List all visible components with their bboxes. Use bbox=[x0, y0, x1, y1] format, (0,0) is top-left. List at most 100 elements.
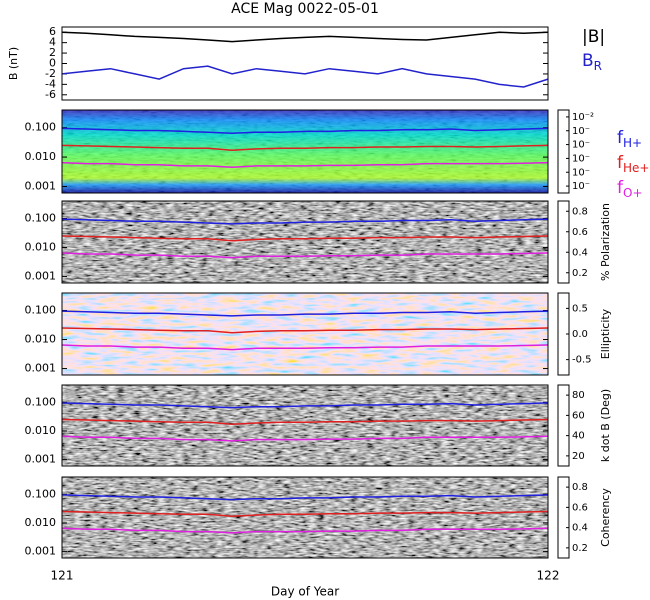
series-line bbox=[61, 344, 549, 351]
legend-subscript: O+ bbox=[623, 186, 643, 200]
y-tick-label: 0.001 bbox=[25, 179, 57, 192]
colorbar-label-group: k dot B (Deg) bbox=[599, 389, 612, 462]
series-line bbox=[61, 310, 549, 317]
y-tick-label: 0.100 bbox=[25, 395, 57, 408]
legend-name: f bbox=[617, 178, 624, 198]
y-tick-label: 0.010 bbox=[25, 150, 57, 163]
series-line bbox=[61, 402, 549, 409]
legend-name: f bbox=[617, 153, 624, 173]
colorbar-tick-label: 10⁻ bbox=[572, 167, 590, 178]
y-tick-label: 0.010 bbox=[25, 424, 57, 437]
y-tick-label: 0.100 bbox=[25, 303, 57, 316]
series-line bbox=[61, 527, 549, 534]
series-line bbox=[61, 31, 549, 43]
spectrogram-texture bbox=[62, 110, 548, 193]
plot-frame bbox=[61, 200, 549, 284]
y-tick-label: 0.001 bbox=[25, 453, 57, 466]
colorbar-tick-label: 0.6 bbox=[572, 502, 588, 513]
colorbar-label-group: Coherency bbox=[599, 488, 612, 547]
colorbar-tick-label: 0.8 bbox=[572, 482, 588, 493]
colorbar-tick-label: 80 bbox=[572, 390, 585, 401]
colorbar-tick-label: -0.5 bbox=[572, 355, 592, 366]
plot-frame bbox=[61, 292, 549, 376]
legend-entry: BR bbox=[582, 51, 602, 73]
y-tick-label: 0.100 bbox=[25, 121, 57, 134]
series-line bbox=[61, 161, 549, 169]
y-tick-label: 0 bbox=[49, 57, 56, 70]
colorbar-tick-label: 10⁻ bbox=[572, 181, 590, 192]
y-axis-label-group: B (nT) bbox=[7, 47, 20, 80]
colorbar-tick-label: 60 bbox=[572, 410, 585, 421]
colorbar bbox=[557, 109, 570, 194]
series-line bbox=[61, 327, 549, 334]
plot-frame bbox=[61, 26, 549, 101]
legend-entry: fO+ bbox=[617, 178, 643, 200]
series-line bbox=[61, 127, 549, 134]
legend-entry: fH+ bbox=[617, 128, 642, 150]
legend-name: B bbox=[582, 51, 594, 71]
series-line bbox=[61, 435, 549, 442]
colorbar-tick-label: 10⁻ bbox=[572, 153, 590, 164]
chart-title: ACE Mag 0022-05-01 bbox=[231, 1, 379, 17]
spectrogram bbox=[62, 385, 548, 466]
series-line bbox=[61, 218, 549, 225]
colorbar bbox=[557, 200, 570, 284]
colorbar-tick-label: 40 bbox=[572, 431, 585, 442]
colorbar-label-group: % Polarization bbox=[599, 203, 612, 281]
colorbar-tick-label: 10⁻ bbox=[572, 126, 590, 137]
series-line bbox=[61, 510, 549, 518]
y-tick-label: 0.001 bbox=[25, 545, 57, 558]
series-line bbox=[61, 252, 549, 259]
y-tick-label: 0.001 bbox=[25, 270, 57, 283]
colorbar-label: % Polarization bbox=[599, 203, 612, 281]
colorbar-tick-label: 0.8 bbox=[572, 206, 588, 217]
spectrogram bbox=[62, 201, 548, 283]
series-line bbox=[61, 144, 549, 152]
series-line bbox=[61, 494, 549, 501]
x-tick-label: 121 bbox=[51, 569, 74, 583]
legend-entry: |B| bbox=[582, 27, 605, 47]
y-tick-label: -2 bbox=[45, 67, 56, 80]
colorbar-tick-label: 10⁻² bbox=[572, 112, 594, 123]
colorbar-label: k dot B (Deg) bbox=[599, 389, 612, 462]
y-tick-label: 0.100 bbox=[25, 487, 57, 500]
colorbar bbox=[557, 384, 570, 467]
y-tick-label: 6 bbox=[49, 25, 56, 38]
legend-subscript: R bbox=[594, 59, 602, 73]
colorbar-tick-label: 0.2 bbox=[572, 543, 588, 554]
colorbar-label: Coherency bbox=[599, 488, 612, 547]
legend-subscript: He+ bbox=[623, 161, 649, 175]
colorbar bbox=[557, 476, 570, 559]
colorbar-tick-label: 0.4 bbox=[572, 247, 588, 258]
y-axis-label: B (nT) bbox=[7, 47, 20, 80]
colorbar-tick-label: 0.5 bbox=[572, 303, 588, 314]
colorbar-tick-label: 0.2 bbox=[572, 268, 588, 279]
colorbar-tick-label: 0.4 bbox=[572, 523, 588, 534]
y-tick-label: 2 bbox=[49, 46, 56, 59]
legend-name: f bbox=[617, 128, 624, 148]
colorbar-tick-label: 0.0 bbox=[572, 329, 588, 340]
legend-entry: fHe+ bbox=[617, 153, 649, 175]
spectrogram bbox=[62, 477, 548, 558]
x-tick-label: 122 bbox=[537, 569, 560, 583]
y-tick-label: -4 bbox=[45, 77, 56, 90]
series-line bbox=[61, 65, 549, 88]
colorbar-tick-label: 10⁻ bbox=[572, 140, 590, 151]
legend-name: |B| bbox=[582, 27, 605, 47]
colorbar-label-group: Ellipticity bbox=[599, 308, 612, 359]
y-tick-label: 0.100 bbox=[25, 211, 57, 224]
y-tick-label: -6 bbox=[45, 88, 56, 101]
y-tick-label: 0.010 bbox=[25, 516, 57, 529]
colorbar-tick-label: 0.6 bbox=[572, 227, 588, 238]
x-axis-label: Day of Year bbox=[271, 585, 339, 599]
y-tick-label: 4 bbox=[49, 36, 56, 49]
y-tick-label: 0.001 bbox=[25, 362, 57, 375]
y-tick-label: 0.010 bbox=[25, 241, 57, 254]
colorbar-tick-label: 20 bbox=[572, 451, 585, 462]
spectrogram bbox=[62, 293, 548, 375]
series-line bbox=[61, 418, 549, 426]
plot-frame bbox=[61, 384, 549, 467]
plot-frame bbox=[61, 109, 549, 194]
series-line bbox=[61, 235, 549, 242]
